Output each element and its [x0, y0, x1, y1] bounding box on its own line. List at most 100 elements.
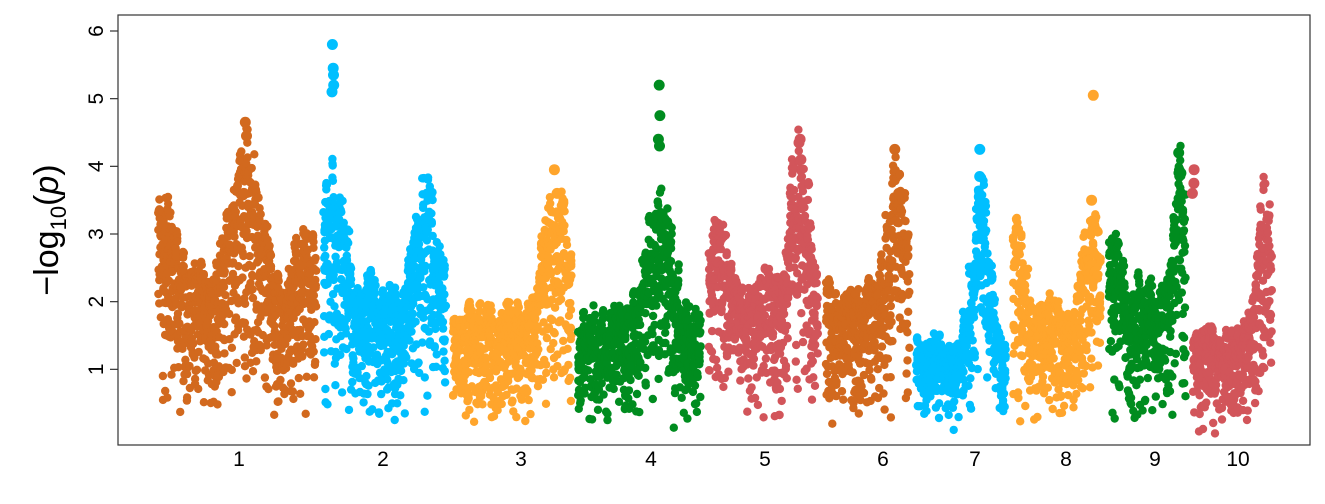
snp-point	[969, 313, 979, 322]
top-hit-point	[239, 116, 251, 128]
snp-point	[428, 195, 437, 205]
snp-point	[399, 376, 408, 385]
snp-point	[903, 232, 913, 241]
snp-point	[973, 364, 982, 374]
snp-point	[792, 375, 801, 384]
snp-point	[418, 203, 428, 213]
snp-point	[634, 371, 643, 380]
snp-point	[493, 406, 502, 415]
snp-point	[390, 415, 399, 425]
snp-point	[663, 204, 672, 213]
snp-point	[719, 382, 728, 392]
snp-point	[502, 390, 511, 399]
snp-point	[567, 271, 576, 280]
snp-point	[854, 409, 863, 418]
snp-point	[311, 302, 321, 311]
snp-point	[432, 350, 441, 359]
data-points	[154, 39, 1277, 438]
snp-point	[238, 273, 247, 282]
snp-point	[242, 227, 251, 236]
snp-point	[548, 315, 557, 325]
snp-point	[559, 336, 568, 346]
snp-point	[512, 412, 521, 422]
snp-point	[199, 271, 208, 280]
snp-point	[320, 243, 329, 252]
snp-point	[328, 159, 337, 168]
snp-point	[791, 254, 800, 264]
snp-point	[465, 405, 474, 415]
snp-point	[564, 360, 573, 370]
snp-point	[438, 324, 448, 333]
snp-point	[949, 425, 958, 435]
snp-point	[589, 301, 598, 310]
snp-point	[310, 264, 319, 274]
snp-point	[599, 390, 608, 399]
snp-point	[408, 309, 417, 318]
snp-point	[396, 366, 405, 375]
snp-point	[240, 299, 250, 308]
snp-point	[761, 354, 771, 363]
snp-point	[896, 204, 906, 213]
snp-point	[812, 278, 821, 288]
snp-point	[533, 307, 542, 317]
snp-point	[793, 384, 802, 393]
snp-point	[559, 200, 568, 210]
snp-point	[199, 398, 209, 407]
snp-point	[724, 367, 733, 376]
snp-point	[249, 210, 258, 220]
snp-point	[181, 355, 190, 364]
snp-point	[904, 307, 913, 316]
snp-point	[753, 400, 763, 410]
snp-point	[790, 185, 799, 195]
snp-point	[812, 269, 822, 279]
chromosome-7-points	[912, 143, 1010, 435]
snp-point	[310, 256, 319, 265]
snp-point	[311, 335, 320, 344]
snp-point	[661, 328, 670, 337]
snp-point	[400, 409, 409, 418]
snp-point	[969, 293, 978, 302]
snp-point	[251, 243, 260, 252]
top-hit-point	[551, 187, 563, 199]
snp-point	[478, 400, 487, 409]
snp-point	[464, 390, 473, 399]
snp-point	[954, 412, 963, 422]
snp-point	[273, 272, 283, 281]
snp-point	[237, 243, 246, 252]
top-hit-point	[548, 164, 560, 176]
snp-point	[486, 301, 495, 310]
snp-point	[348, 377, 357, 387]
snp-point	[944, 410, 953, 420]
snp-point	[440, 337, 449, 346]
snp-point	[324, 329, 333, 339]
snp-point	[775, 410, 784, 420]
snp-point	[227, 343, 237, 352]
snp-point	[812, 299, 821, 309]
snp-point	[549, 373, 559, 382]
snp-point	[359, 398, 368, 407]
snp-point	[220, 319, 229, 329]
chromosome-3-points	[448, 164, 576, 426]
snp-point	[424, 327, 434, 336]
snp-point	[781, 361, 791, 371]
snp-point	[654, 374, 663, 384]
snp-point	[768, 332, 777, 341]
snp-point	[764, 264, 774, 274]
snp-point	[837, 387, 847, 396]
snp-point	[903, 356, 912, 365]
snp-point	[804, 178, 813, 187]
snp-point	[330, 302, 339, 311]
snp-point	[886, 373, 895, 382]
chromosome-2-points	[319, 39, 451, 425]
snp-point	[440, 356, 449, 365]
snp-point	[377, 389, 386, 399]
snp-point	[469, 417, 479, 426]
snp-point	[254, 193, 263, 202]
snp-point	[178, 252, 188, 261]
snp-point	[250, 150, 259, 159]
snp-point	[418, 338, 427, 347]
snp-point	[212, 275, 221, 285]
snp-point	[405, 336, 414, 345]
snp-point	[438, 317, 448, 327]
chromosome-5-points	[704, 125, 822, 422]
